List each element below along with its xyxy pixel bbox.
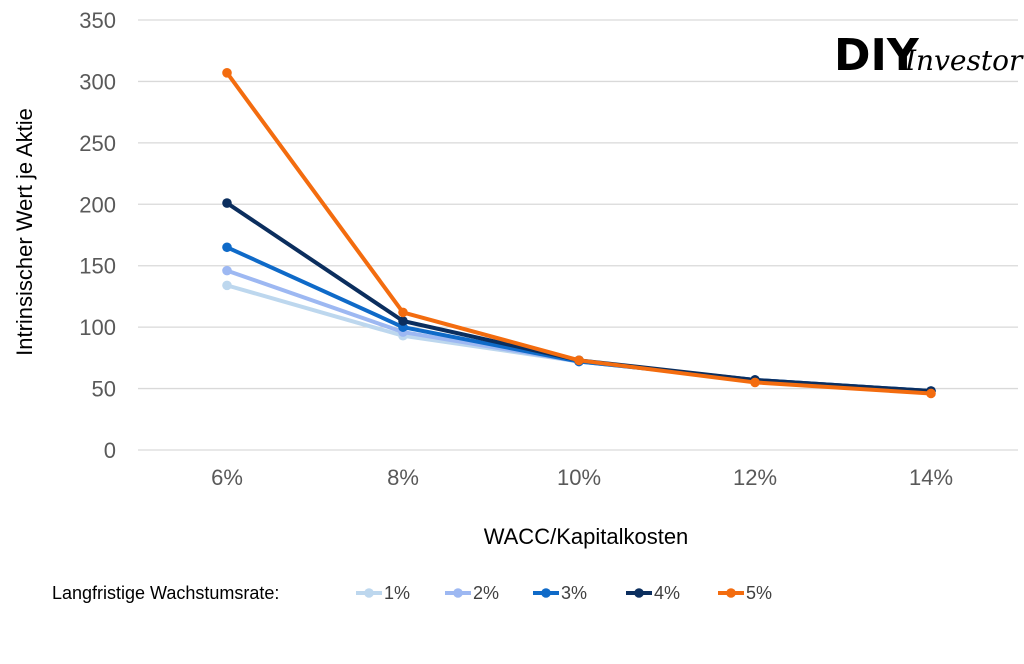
series-line <box>225 245 933 394</box>
legend-label: 5% <box>746 583 772 603</box>
y-tick-label: 250 <box>79 131 116 156</box>
legend-swatch-marker <box>726 588 736 598</box>
x-tick-label: 14% <box>909 465 953 490</box>
y-axis-ticks: 0 50 100 150 200 250 300 350 <box>79 8 116 463</box>
data-point <box>222 242 232 253</box>
y-tick-label: 100 <box>79 315 116 340</box>
y-tick-label: 50 <box>92 377 116 402</box>
series-line <box>225 283 933 394</box>
y-tick-label: 350 <box>79 8 116 33</box>
legend-swatch-marker <box>453 588 463 598</box>
series-line <box>225 70 933 396</box>
gridlines <box>138 19 1018 451</box>
legend-item: 3% <box>533 583 587 603</box>
series-lines <box>222 68 936 399</box>
legend-label: 3% <box>561 583 587 603</box>
series-1 <box>222 280 936 396</box>
legend: Langfristige Wachstumsrate: 1% 2% 3% 4% 5% <box>52 583 772 603</box>
data-point <box>750 377 760 388</box>
legend-swatch-marker <box>634 588 644 598</box>
data-point <box>398 316 408 326</box>
y-axis-title: Intrinsischer Wert je Aktie <box>12 108 37 356</box>
legend-label: 1% <box>384 583 410 603</box>
x-axis-ticks: 6% 8% 10% 12% 14% <box>211 465 953 490</box>
legend-label: 4% <box>654 583 680 603</box>
data-point <box>574 355 584 366</box>
brand-logo-diy: DIY <box>834 30 920 81</box>
y-tick-label: 0 <box>104 438 116 463</box>
y-tick-label: 300 <box>79 69 116 94</box>
data-point <box>222 198 232 208</box>
series-2 <box>222 265 936 396</box>
legend-item: 5% <box>718 583 772 603</box>
x-tick-label: 12% <box>733 465 777 490</box>
y-tick-label: 200 <box>79 192 116 217</box>
brand-logo: DIY Investor <box>834 30 1024 81</box>
legend-title: Langfristige Wachstumsrate: <box>52 583 279 603</box>
legend-item: 4% <box>626 583 680 603</box>
legend-item: 2% <box>445 583 499 603</box>
x-tick-label: 10% <box>557 465 601 490</box>
data-point <box>926 388 936 399</box>
x-axis-title: WACC/Kapitalkosten <box>484 524 689 549</box>
data-point <box>222 280 232 291</box>
brand-logo-investor: Investor <box>904 44 1024 77</box>
legend-item: 1% <box>356 583 410 603</box>
x-tick-label: 8% <box>387 465 419 490</box>
legend-swatch-marker <box>364 588 374 598</box>
x-tick-label: 6% <box>211 465 243 490</box>
data-point <box>222 68 232 78</box>
y-tick-label: 150 <box>79 254 116 279</box>
data-point <box>398 307 408 318</box>
series-5 <box>222 68 936 399</box>
legend-label: 2% <box>473 583 499 603</box>
series-line <box>225 268 933 394</box>
legend-swatch-marker <box>541 588 551 598</box>
data-point <box>222 265 232 276</box>
